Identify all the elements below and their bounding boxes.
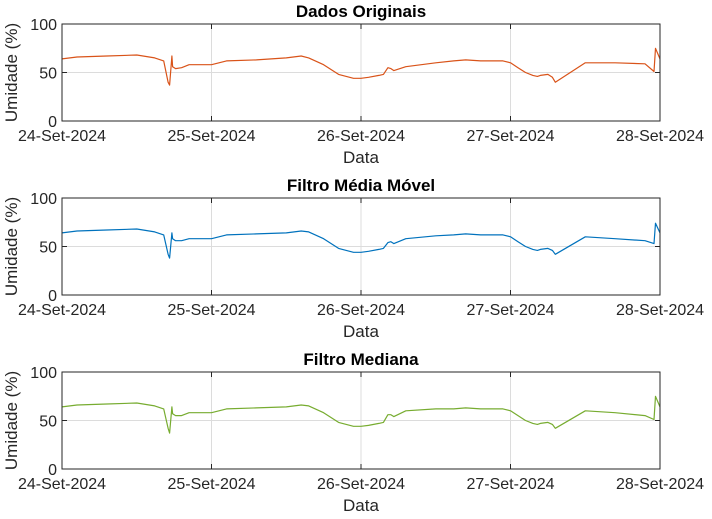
subplot-3: 0 50 100 24-Set-2024 25-Set-2024 26-Set-2024 2… <box>2 350 704 515</box>
x-axis-label: Data <box>343 496 379 515</box>
x-tick-label: 24-Set-2024 <box>18 476 106 493</box>
x-tick-label: 25-Set-2024 <box>167 476 255 493</box>
x-tick-label: 27-Set-2024 <box>466 128 554 145</box>
series-line-1 <box>61 395 661 434</box>
y-tick-label: 50 <box>39 414 57 431</box>
x-tick-label: 26-Set-2024 <box>317 476 405 493</box>
x-tick-label: 25-Set-2024 <box>167 302 255 319</box>
x-tick-label: 25-Set-2024 <box>167 128 255 145</box>
chart-title: Dados Originais <box>296 2 426 21</box>
subplot-2: 0 50 100 24-Set-2024 25-Set-2024 26-Set-2024 2… <box>2 176 704 341</box>
x-tick-label: 28-Set-2024 <box>616 476 704 493</box>
y-tick-label: 0 <box>48 114 57 131</box>
chart-title: Filtro Média Móvel <box>287 176 435 195</box>
x-axis-label: Data <box>343 322 379 341</box>
chart-title: Filtro Mediana <box>303 350 419 369</box>
x-tick-label: 27-Set-2024 <box>466 476 554 493</box>
y-tick-label: 0 <box>48 462 57 479</box>
x-tick-label: 26-Set-2024 <box>317 302 405 319</box>
series-line-1 <box>61 47 661 86</box>
y-tick-label: 0 <box>48 288 57 305</box>
y-tick-label: 100 <box>30 191 57 208</box>
y-tick-label: 100 <box>30 365 57 382</box>
y-axis-label: Umidade (%) <box>2 197 21 296</box>
y-tick-label: 50 <box>39 240 57 257</box>
y-tick-label: 100 <box>30 17 57 34</box>
x-axis-label: Data <box>343 148 379 167</box>
x-tick-label: 27-Set-2024 <box>466 302 554 319</box>
x-tick-label: 24-Set-2024 <box>18 302 106 319</box>
x-tick-label: 28-Set-2024 <box>616 302 704 319</box>
subplot-1: 0 50 100 24-Set-2024 25-Set-2024 26-Set-2024 2… <box>2 2 704 167</box>
series-line-1 <box>61 222 661 259</box>
x-tick-label: 26-Set-2024 <box>317 128 405 145</box>
y-axis-label: Umidade (%) <box>2 23 21 122</box>
x-tick-label: 28-Set-2024 <box>616 128 704 145</box>
y-axis-label: Umidade (%) <box>2 371 21 470</box>
x-tick-label: 24-Set-2024 <box>18 128 106 145</box>
y-tick-label: 50 <box>39 66 57 83</box>
